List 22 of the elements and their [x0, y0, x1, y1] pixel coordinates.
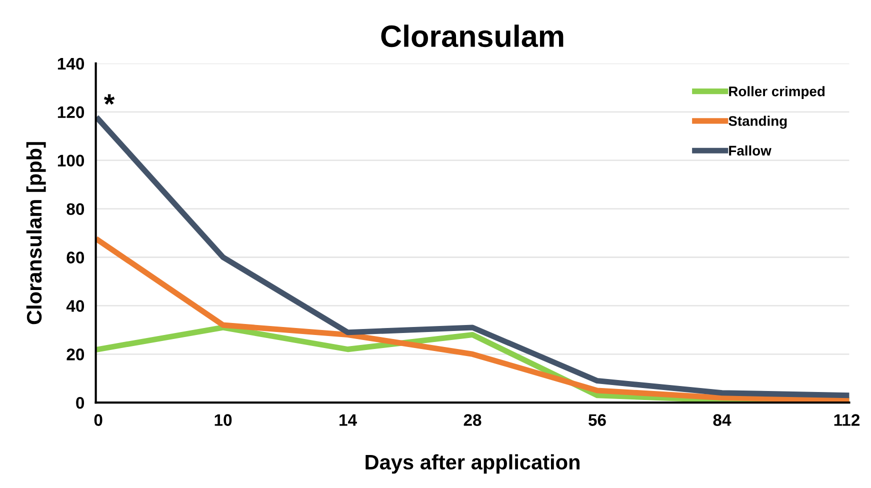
- x-tick-label: 56: [588, 414, 606, 426]
- y-tick-label: 60: [66, 252, 84, 264]
- legend-label: Fallow: [729, 145, 772, 156]
- x-tick-label: 0: [94, 414, 102, 426]
- x-tick-label: 14: [340, 414, 357, 426]
- chart-title: Cloransulam: [381, 24, 564, 48]
- x-tick-label: 10: [214, 414, 232, 426]
- annotation: *: [104, 94, 115, 105]
- y-axis-title: Cloransulam [ppb]: [26, 142, 46, 324]
- y-tick-label: 80: [66, 203, 84, 215]
- y-tick-label: 40: [66, 300, 84, 312]
- y-tick-label: 0: [76, 397, 84, 409]
- y-tick-label: 140: [58, 58, 84, 70]
- x-tick-label: 112: [834, 414, 860, 426]
- y-tick-label: 100: [58, 154, 84, 167]
- y-tick-label: 120: [58, 106, 84, 118]
- legend-label: Standing: [728, 116, 787, 129]
- y-tick-label: 20: [66, 348, 84, 360]
- x-tick-label: 84: [713, 414, 732, 426]
- legend-label: Roller crimped: [729, 86, 825, 100]
- x-axis-title: Days after application: [366, 454, 580, 474]
- x-tick-label: 28: [464, 414, 482, 426]
